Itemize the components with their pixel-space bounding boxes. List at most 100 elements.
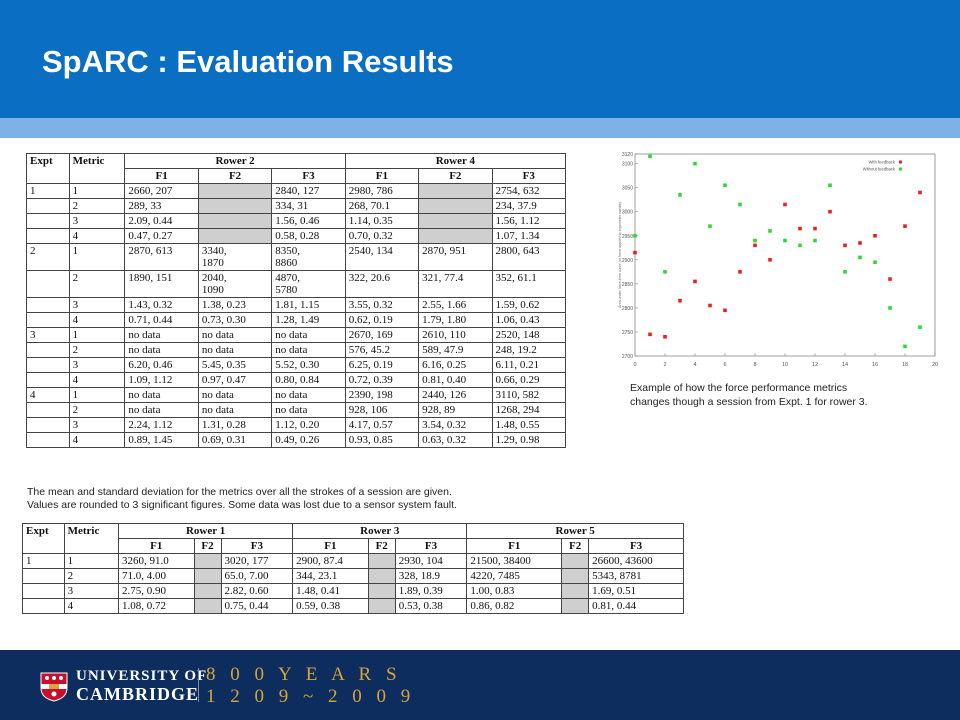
caption-line-2: Values are rounded to 3 significant figu…	[27, 499, 457, 511]
table-cell: 234, 37.9	[491, 198, 567, 214]
col-header-metric: Metric	[68, 153, 126, 184]
data-point-without-feedback	[738, 202, 742, 207]
table-cell	[197, 198, 273, 214]
table-row: 3 2.24, 1.12 1.31, 0.28 1.12, 0.20 4.17, 0.5…	[26, 417, 567, 433]
table-cell: 2754, 632	[491, 183, 567, 199]
cell-expt	[26, 342, 70, 358]
table-cell: 0.70, 0.32	[344, 228, 420, 244]
table-cell: 65.0, 7.00	[220, 568, 294, 584]
table-cell: 0.59, 0.38	[292, 598, 369, 614]
x-tick-label: 8	[753, 362, 756, 368]
col-header-expt: Expt	[22, 523, 65, 554]
table-cell: 2.82, 0.60	[220, 583, 294, 599]
table-cell: 0.97, 0.47	[197, 372, 273, 388]
table-cell: 2040, 1090	[197, 270, 273, 298]
table-cell: 3020, 177	[220, 553, 294, 569]
table-cell: 2610, 110	[418, 327, 493, 343]
legend-swatch	[899, 160, 902, 164]
cell-expt	[26, 432, 70, 448]
data-point-without-feedback	[753, 238, 757, 243]
cambridge-text: CAMBRIDGE	[76, 684, 200, 704]
data-point-without-feedback	[723, 183, 727, 188]
x-tick-label: 2	[663, 362, 666, 368]
table-cell: 4870, 5780	[271, 270, 346, 298]
results-table-rowers-2-4: Expt Metric Rower 2 Rower 4 F1 F2 F3 F1 F2 F3 1 1 26…	[26, 153, 567, 448]
800-years-text: 8 0 0 Y E A R S	[206, 664, 402, 685]
table-row: 4 1.09, 1.12 0.97, 0.47 0.80, 0.84 0.72, 0.3…	[26, 372, 567, 388]
y-tick-label: 2750	[622, 330, 633, 336]
table-cell: 0.58, 0.28	[271, 228, 346, 244]
table-cell	[561, 598, 590, 614]
data-point-with-feedback	[693, 279, 697, 284]
table-cell: 0.53, 0.38	[394, 598, 468, 614]
table-row: 1 1 2660, 207 2840, 127 2980, 786 2754, 632	[26, 183, 567, 199]
table-cell: 0.89, 1.45	[124, 432, 199, 448]
cell-expt	[26, 297, 70, 313]
table-cell: 4220, 7485	[466, 568, 563, 584]
cell-metric: 1	[68, 243, 126, 271]
table-cell: 1.89, 0.39	[394, 583, 468, 599]
table-cell: 2390, 198	[344, 387, 420, 403]
table-cell	[367, 583, 396, 599]
table-cell: 928, 106	[344, 402, 420, 418]
col-header-force: F1	[292, 538, 369, 554]
table-cell: 2540, 134	[344, 243, 420, 271]
table-cell: 2800, 643	[491, 243, 567, 271]
data-point-without-feedback	[888, 306, 892, 310]
col-header-force: F3	[220, 538, 294, 554]
data-point-with-feedback	[918, 190, 922, 195]
table-cell: 1.28, 1.49	[271, 312, 346, 328]
table-cell: 0.93, 0.85	[344, 432, 420, 448]
cell-expt: 1	[26, 183, 70, 199]
table-cell: 1.29, 0.98	[491, 432, 567, 448]
table-cell	[193, 598, 222, 614]
table-cell: 71.0, 4.00	[118, 568, 195, 584]
data-point-with-feedback	[813, 226, 817, 231]
x-tick-label: 16	[872, 362, 878, 368]
table-row: 2 1 2870, 613 3340, 1870 8350, 8860 2540, 134 28…	[26, 243, 567, 271]
cell-expt: 3	[26, 327, 70, 343]
data-point-with-feedback	[828, 209, 832, 214]
table-cell: 1.56, 0.46	[271, 213, 346, 229]
table-cell: no data	[271, 402, 346, 418]
table-cell: 1.59, 0.62	[491, 297, 567, 313]
cell-metric: 4	[68, 312, 126, 328]
data-point-without-feedback	[798, 243, 802, 248]
col-header-force: F2	[193, 538, 222, 554]
table-cell: 344, 23.1	[292, 568, 369, 584]
table-cell: 2870, 613	[124, 243, 199, 271]
table-cell: no data	[124, 327, 199, 343]
legend-label: With feedback	[868, 160, 895, 165]
table-cell: 8350, 8860	[271, 243, 346, 271]
table-row: 3 6.20, 0.46 5.45, 0.35 5.52, 0.30 6.25, 0.1…	[26, 357, 567, 373]
y-axis-label: Area under force-time curve (or force ap…	[618, 202, 622, 308]
table-cell: 576, 45.2	[344, 342, 420, 358]
table-cell	[561, 568, 590, 584]
cell-metric: 1	[68, 327, 126, 343]
page-title: SpARC : Evaluation Results	[42, 44, 454, 79]
data-point-without-feedback	[648, 154, 652, 159]
x-tick-label: 14	[842, 362, 848, 368]
table-cell	[561, 583, 590, 599]
cell-metric: 4	[68, 372, 126, 388]
table-cell: 2.09, 0.44	[124, 213, 199, 229]
table-cell: 1.69, 0.51	[588, 583, 684, 599]
cell-metric: 3	[63, 583, 120, 599]
cell-expt	[26, 357, 70, 373]
force-scatter-chart: 0 2 4 6 8 10 12 14 16 18 20 2700 2750 2800 2850 2900 295…	[618, 152, 938, 368]
table-cell: 1.56, 1.12	[491, 213, 567, 229]
table-cell: 1.31, 0.28	[197, 417, 273, 433]
x-tick-label: 10	[782, 362, 788, 368]
table-row: 3 1.43, 0.32 1.38, 0.23 1.81, 1.15 3.55, 0.3…	[26, 297, 567, 313]
y-tick-label: 2950	[622, 234, 633, 240]
university-of-text: UNIVERSITY OF	[76, 668, 208, 684]
table-cell: 3.54, 0.32	[418, 417, 493, 433]
table-cell	[193, 583, 222, 599]
data-point-with-feedback	[678, 298, 682, 303]
table-cell: 2.75, 0.90	[118, 583, 195, 599]
footer-divider	[198, 668, 199, 702]
cell-expt: 1	[22, 553, 65, 569]
col-header-force: F1	[344, 168, 420, 184]
cell-metric: 2	[68, 270, 126, 298]
table-cell: no data	[124, 402, 199, 418]
